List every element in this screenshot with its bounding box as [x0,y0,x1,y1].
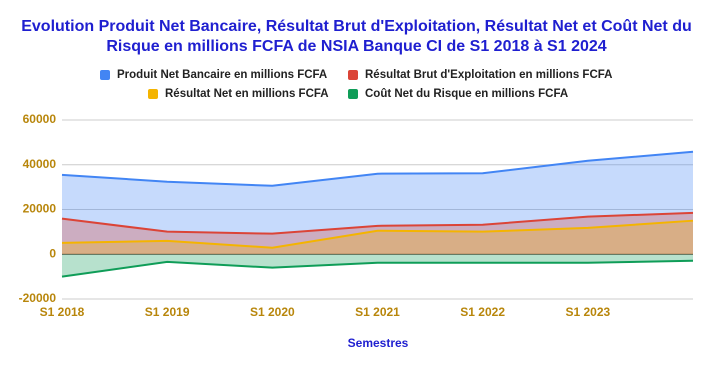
y-tick-label: 40000 [23,157,57,171]
area [62,220,693,255]
legend-label: Coût Net du Risque en millions FCFA [365,88,568,100]
legend-swatch [348,70,358,80]
line [61,150,694,187]
x-tick-label: S1 2021 [355,305,400,319]
x-tick-label: S1 2020 [250,305,295,319]
chart-title: Evolution Produit Net Bancaire, Résultat… [21,18,692,55]
y-tick-label: 0 [49,246,56,260]
area [62,151,693,255]
x-tick-label: S1 2022 [460,305,505,319]
legend-swatch [148,89,158,99]
line [61,211,694,235]
x-axis-label: Semestres [348,336,409,350]
area [62,254,693,277]
x-tick-label: S1 2023 [565,305,610,319]
x-tick-label: S1 2018 [40,305,85,319]
y-tick-label: 20000 [23,202,57,216]
y-tick-label: -20000 [19,291,57,305]
x-tick-label: S1 2019 [145,305,190,319]
legend-swatch [348,89,358,99]
y-tick-label: 60000 [23,112,57,126]
line [61,219,694,249]
legend-label: Produit Net Bancaire en millions FCFA [117,69,327,81]
legend-label: Résultat Net en millions FCFA [165,88,329,100]
legend-label: Résultat Brut d'Exploitation en millions… [365,69,612,81]
legend-swatch [100,70,110,80]
line [61,259,694,278]
